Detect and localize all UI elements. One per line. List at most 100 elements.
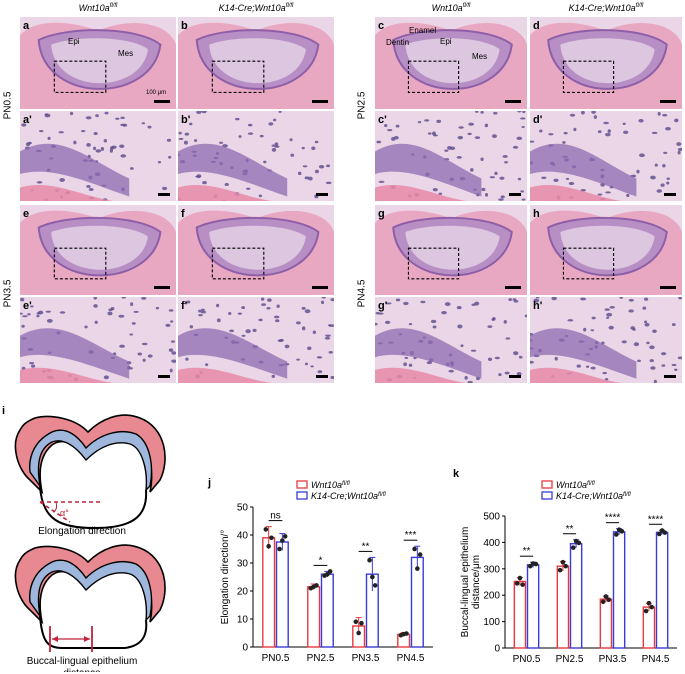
angle-label: α° bbox=[60, 508, 69, 518]
elongation-line bbox=[39, 501, 71, 523]
roi-box bbox=[211, 247, 265, 280]
panel-label-d: d bbox=[533, 20, 540, 32]
bar-control bbox=[513, 580, 527, 649]
header-wnt10a-right: Wnt10afl/fl bbox=[431, 3, 471, 13]
scale-bar bbox=[316, 375, 328, 378]
panel-label-c2: c' bbox=[378, 114, 387, 126]
panel-label-k: k bbox=[453, 468, 460, 480]
panel-label-b2: b' bbox=[181, 114, 191, 126]
scale-bar bbox=[312, 100, 328, 103]
label-enamel: Enamel bbox=[409, 26, 437, 35]
stage-label-pn25: PN2.5 bbox=[356, 91, 368, 120]
scale-bar bbox=[505, 100, 521, 103]
bar-control bbox=[556, 565, 570, 649]
scale-bar bbox=[664, 375, 676, 378]
bar-knockout bbox=[569, 543, 583, 649]
data-point bbox=[269, 535, 274, 541]
micrograph-e: e bbox=[20, 205, 176, 295]
bar-knockout bbox=[320, 573, 334, 648]
data-point bbox=[280, 538, 285, 543]
scale-bar bbox=[154, 100, 170, 103]
stage-label-pn35: PN3.5 bbox=[2, 279, 14, 308]
data-point bbox=[353, 619, 359, 625]
y-axis-label-1: Buccal-lingual epithelium bbox=[460, 527, 471, 638]
bar-knockout bbox=[275, 541, 289, 648]
significance-label: * bbox=[319, 555, 323, 566]
panel-label-g: g bbox=[378, 208, 385, 220]
header-wnt10a-left: Wnt10afl/fl bbox=[78, 3, 118, 13]
data-point bbox=[282, 534, 288, 539]
significance-label: **** bbox=[648, 514, 664, 525]
x-tick-label: PN4.5 bbox=[642, 654, 670, 665]
panel-label-h: h bbox=[533, 208, 540, 220]
x-tick-label: PN3.5 bbox=[352, 653, 380, 664]
legend-label-control: Wnt10afl/fl bbox=[556, 480, 595, 490]
data-point bbox=[370, 574, 375, 580]
panel-label-i: i bbox=[2, 405, 6, 417]
y-tick-label: 300 bbox=[483, 564, 500, 575]
tooth-schematic: α° Elongation direction Buccal-lingual e… bbox=[14, 414, 166, 672]
elongation-caption: Elongation direction bbox=[38, 526, 126, 537]
y-axis-label: Elongation direction/° bbox=[220, 530, 231, 625]
data-point bbox=[372, 583, 378, 588]
y-tick-label: 100 bbox=[483, 617, 500, 628]
micrograph-e2: e' bbox=[20, 297, 176, 383]
chart-buccal-lingual-distance: 0 100 200 300 400 500 Buccal-lingual epitheliu… bbox=[460, 480, 677, 665]
data-point bbox=[325, 571, 330, 577]
data-point bbox=[557, 567, 563, 573]
chart-elongation-direction: 0 10 20 30 40 50 Elongation direction/° PN0.5 ns… bbox=[220, 480, 433, 664]
roi-box bbox=[562, 247, 615, 280]
data-point bbox=[619, 529, 625, 534]
panel-label-g2: g' bbox=[378, 300, 388, 312]
data-point bbox=[570, 545, 576, 550]
y-tick-label: 400 bbox=[483, 538, 500, 549]
label-mes: Mes bbox=[118, 49, 134, 58]
label-epi-c: Epi bbox=[440, 37, 452, 46]
micrograph-h2: h' bbox=[530, 297, 682, 383]
data-point bbox=[367, 557, 372, 563]
data-point bbox=[662, 530, 668, 535]
panel-label-e: e bbox=[23, 208, 29, 220]
scale-bar bbox=[312, 286, 328, 289]
y-tick-label: 0 bbox=[242, 643, 248, 654]
y-tick-label: 50 bbox=[237, 503, 249, 514]
micrograph-f2: f' bbox=[178, 297, 334, 383]
x-tick-label: PN2.5 bbox=[556, 654, 584, 665]
scale-bar bbox=[158, 193, 170, 196]
data-point bbox=[520, 582, 526, 587]
data-point bbox=[600, 599, 606, 605]
panel-label-f2: f' bbox=[181, 300, 188, 312]
data-point bbox=[603, 594, 609, 599]
stage-label-pn05: PN0.5 bbox=[2, 91, 14, 120]
scale-bar bbox=[505, 286, 521, 289]
data-point bbox=[649, 604, 655, 610]
micrograph-d2: d' bbox=[530, 111, 682, 201]
scale-bar bbox=[509, 193, 521, 196]
label-epi: Epi bbox=[68, 37, 80, 46]
data-point bbox=[415, 566, 420, 571]
micrograph-g2: g' bbox=[375, 297, 527, 383]
data-point bbox=[656, 531, 662, 537]
data-point bbox=[404, 631, 409, 636]
data-point bbox=[263, 527, 269, 532]
roi-box bbox=[562, 60, 615, 93]
bar-knockout bbox=[655, 531, 669, 649]
panel-label-b: b bbox=[181, 20, 188, 32]
scale-bar bbox=[660, 100, 676, 103]
scale-bar-label: 100 μm bbox=[146, 90, 167, 96]
panel-label-a2: a' bbox=[23, 114, 32, 126]
label-mes-c: Mes bbox=[472, 52, 488, 61]
significance-label: ** bbox=[523, 546, 531, 557]
x-tick-label: PN4.5 bbox=[397, 653, 425, 664]
micrograph-c: c bbox=[375, 17, 527, 109]
data-point bbox=[417, 552, 423, 557]
significance-label: **** bbox=[605, 513, 621, 524]
panel-label-e2: e' bbox=[23, 300, 32, 312]
micrograph-b2: b' bbox=[178, 111, 334, 201]
bar-control bbox=[262, 537, 276, 648]
data-point bbox=[266, 543, 271, 549]
bar-control bbox=[307, 586, 321, 648]
roi-box bbox=[211, 60, 265, 93]
x-tick-label: PN0.5 bbox=[513, 654, 541, 665]
y-tick-label: 0 bbox=[494, 644, 500, 655]
